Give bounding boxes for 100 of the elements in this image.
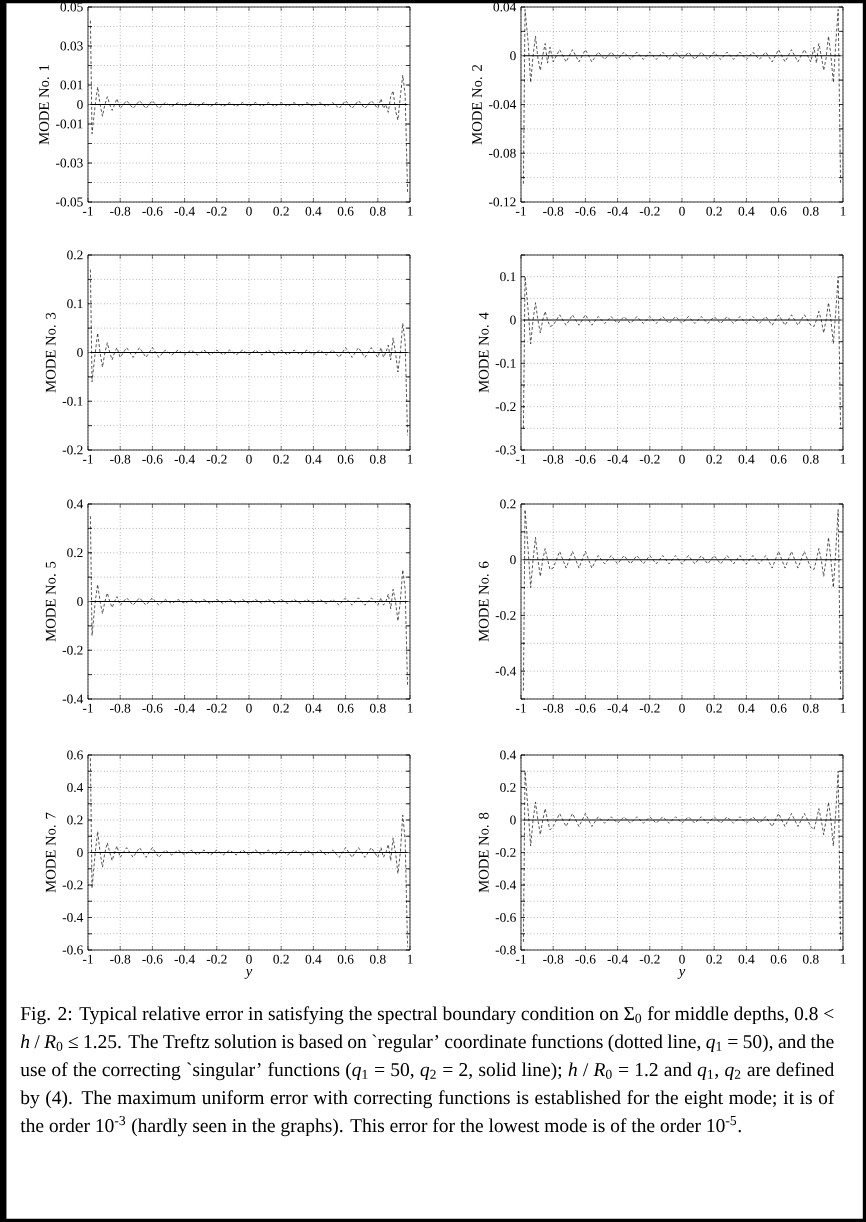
x-tick-label: -1 (82, 703, 93, 713)
x-tick-label: 0 (679, 206, 685, 216)
y-tick-label: 0.01 (60, 80, 83, 90)
x-tick-label: 0.2 (706, 206, 722, 216)
y-axis-title: MODE No. 4 (478, 312, 489, 393)
x-tick-label: -0.2 (639, 703, 660, 713)
y-axis-title: MODE No. 5 (45, 561, 56, 642)
y-tick-label: -0.03 (56, 158, 83, 168)
y-tick-label: -0.2 (495, 847, 516, 858)
y-tick-label: -0.6 (62, 945, 83, 955)
y-tick-label: -0.6 (495, 912, 516, 923)
y-tick-label: 0.2 (67, 250, 83, 260)
x-tick-label: -1 (82, 954, 93, 964)
x-tick-label: -1 (515, 454, 526, 464)
x-tick-label: -0.8 (543, 954, 564, 964)
x-tick-label: 0.6 (337, 454, 354, 464)
x-tick-label: 1 (407, 703, 413, 713)
x-tick-label: 0.6 (770, 454, 787, 464)
x-tick-label: -1 (82, 454, 93, 464)
x-tick-label: 0 (246, 954, 252, 964)
x-tick-label: 0 (246, 206, 252, 216)
x-tick-label: -0.4 (607, 954, 628, 964)
y-tick-label: -0.4 (495, 880, 517, 890)
y-tick-label: -0.2 (62, 645, 83, 655)
x-tick-label: 0.4 (305, 206, 322, 216)
x-tick-label: 1 (840, 206, 846, 216)
x-tick-label: 0.2 (706, 703, 722, 713)
x-tick-label: -0.8 (110, 454, 131, 464)
x-tick-label: -0.2 (206, 206, 227, 216)
y-tick-label: -0.05 (56, 197, 83, 207)
y-tick-label: 0.2 (67, 548, 83, 558)
x-tick-label: -0.4 (607, 206, 628, 216)
x-tick-label: -0.8 (110, 954, 131, 964)
y-tick-label: -0.8 (495, 945, 516, 955)
x-tick-label: -0.8 (543, 454, 564, 464)
line-series (90, 757, 408, 948)
x-tick-label: -0.6 (142, 954, 163, 964)
x-tick-label: 0.6 (337, 954, 354, 964)
y-tick-label: 0.1 (500, 272, 516, 282)
y-axis-title: MODE No. 2 (472, 65, 483, 145)
y-axis-title: MODE No. 6 (478, 561, 489, 642)
x-tick-label: 0.2 (273, 703, 289, 713)
x-tick-label: -0.2 (639, 454, 660, 464)
x-tick-label: -0.8 (543, 703, 564, 713)
y-tick-label: -0.1 (495, 358, 516, 368)
text: Fig. 2: Typical relative error in satisfying the spectral boundary condition on Σ$_{0}$ for middle depths, 0.8 < h / R$_{0}$ ≤ 1.25. The Treftz solution is based on `regular’ coordinate functions (dotted line, q$_{1}$ = 50), and the use of the correcting `singular’ functions (q$_{1}$ = 50, q$_{2}$ = 2, solid line); h / R$_{0}$ = 1.2 and q$_{1}$, q$_{2}$ are defined by (4). The maximum uniform error with correcting functions is established for the eight mode; it is of the order 10$^{-3}$ (hardly seen in the graphs). This error for the lowest mode is of the order 10$^{-5}$. (20, 1006, 835, 1137)
y-tick-label: -0.04 (489, 99, 517, 110)
x-tick-label: 0.4 (305, 703, 322, 713)
x-tick-label: -0.6 (142, 454, 163, 464)
x-tick-label: 0.4 (738, 454, 755, 464)
x-tick-label: 0.8 (369, 454, 386, 464)
x-tick-label: -0.2 (206, 703, 227, 713)
x-tick-label: -1 (515, 954, 526, 964)
y-tick-label: -0.2 (495, 402, 516, 412)
y-tick-label: 0.2 (500, 782, 516, 793)
x-tick-label: 0.4 (738, 703, 755, 713)
x-tick-label: 0 (679, 454, 685, 464)
x-tick-label: -0.4 (607, 703, 628, 713)
y-tick-label: -0.2 (62, 880, 83, 890)
y-tick-label: 0 (77, 597, 83, 606)
x-tick-label: 0.6 (770, 703, 787, 713)
x-tick-label: -0.2 (206, 954, 227, 964)
x-tick-label: 0.4 (738, 206, 755, 216)
x-tick-label: 0.8 (802, 454, 819, 464)
x-axis-title: y (244, 968, 253, 979)
x-tick-label: -0.4 (174, 206, 195, 216)
y-tick-label: 0.4 (500, 750, 517, 760)
x-tick-label: 0.8 (802, 206, 819, 216)
y-tick-label: 0.4 (67, 782, 84, 793)
y-tick-label: 0 (77, 348, 83, 357)
x-tick-label: 0.6 (337, 703, 354, 713)
x-tick-label: 0.8 (369, 206, 386, 216)
y-tick-label: 0.6 (67, 750, 83, 760)
y-tick-label: 0 (510, 315, 516, 325)
x-tick-label: 0 (679, 703, 685, 713)
x-tick-label: 0.4 (305, 954, 322, 964)
y-axis-title: MODE No. 1 (39, 65, 50, 145)
x-tick-label: 0.4 (738, 954, 755, 964)
y-axis-title: MODE No. 3 (45, 312, 56, 393)
y-tick-label: 0.4 (67, 499, 84, 509)
x-tick-label: 0.2 (273, 954, 289, 964)
x-tick-label: 0.8 (802, 703, 819, 713)
x-tick-label: 1 (407, 454, 413, 464)
x-tick-label: -0.6 (575, 954, 596, 964)
y-tick-label: -0.1 (62, 396, 83, 406)
x-tick-label: -1 (515, 703, 526, 713)
x-tick-label: -0.6 (142, 206, 163, 216)
y-tick-label: 0 (77, 848, 83, 857)
x-axis-title: y (677, 968, 686, 979)
y-tick-label: -0.2 (495, 610, 516, 620)
y-tick-label: -0.4 (62, 694, 84, 704)
x-tick-label: 1 (407, 206, 413, 216)
x-tick-label: -0.6 (142, 703, 163, 713)
y-tick-label: 0 (77, 100, 83, 110)
x-tick-label: 0.6 (770, 954, 787, 964)
y-tick-label: -0.3 (495, 445, 516, 455)
y-tick-label: 0.03 (60, 41, 83, 51)
x-tick-label: -1 (82, 206, 93, 216)
x-tick-label: 1 (840, 954, 846, 964)
y-tick-label: 0.2 (67, 815, 83, 825)
